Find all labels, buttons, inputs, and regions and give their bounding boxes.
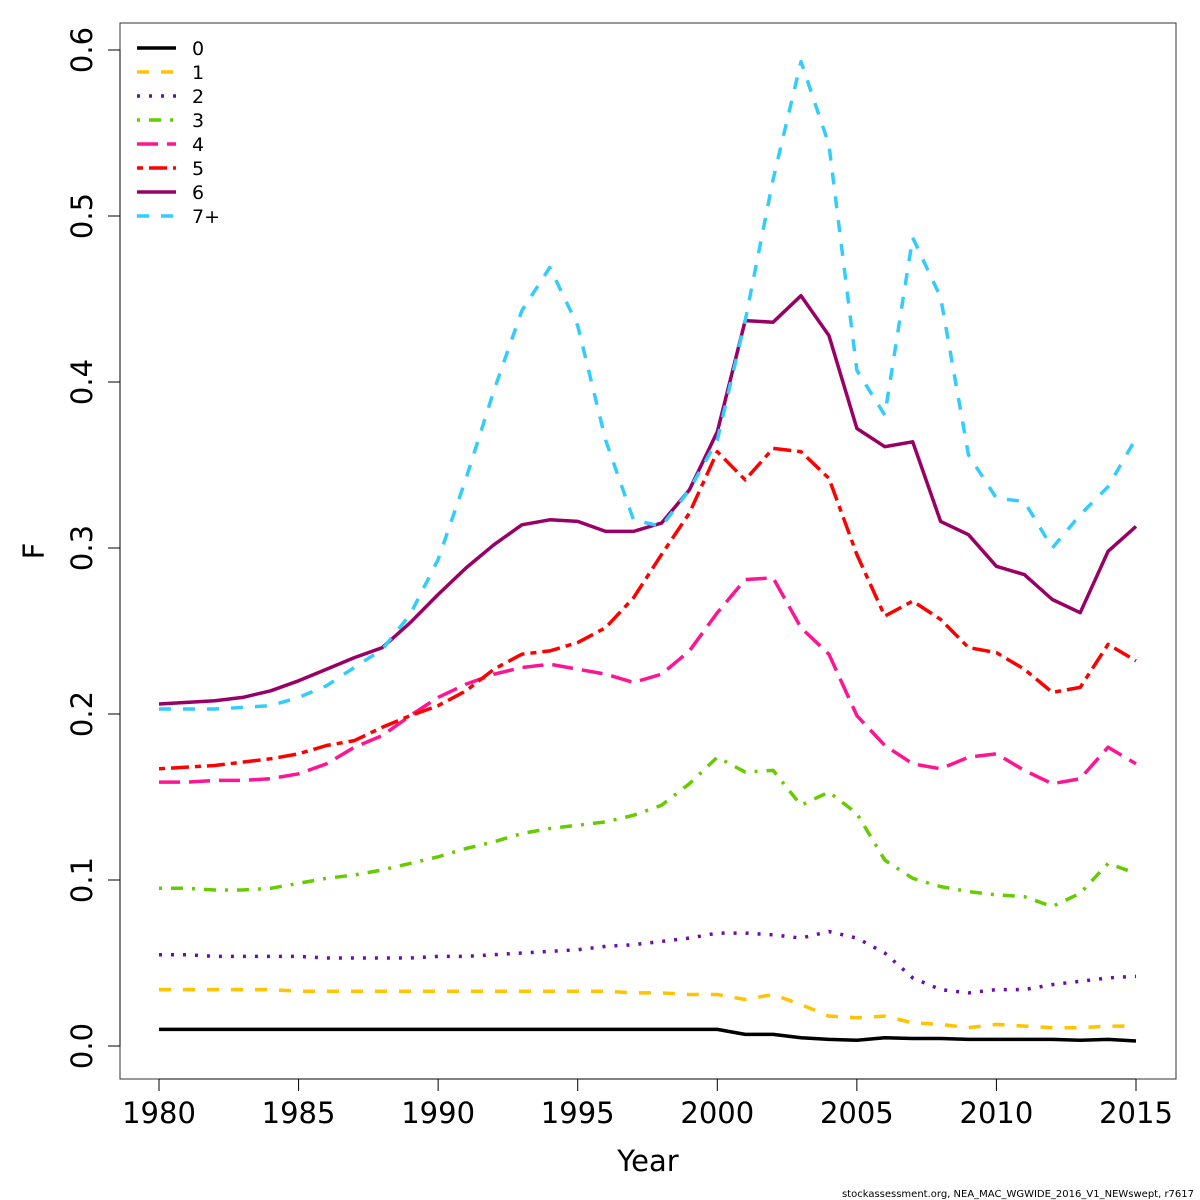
x-tick-label: 2015 bbox=[1099, 1096, 1173, 1130]
series-line-0 bbox=[159, 1027, 1137, 1043]
x-tick-label: 1985 bbox=[262, 1096, 336, 1130]
legend-label: 7+ bbox=[192, 206, 220, 228]
legend-label: 3 bbox=[192, 110, 204, 132]
x-axis-label: Year bbox=[616, 1144, 678, 1178]
legend-label: 2 bbox=[192, 86, 204, 108]
x-axis: 1980 1985 1990 1995 2000 2005 2010 2015 bbox=[122, 1078, 1173, 1130]
legend-label: 6 bbox=[192, 182, 204, 204]
series-line-3 bbox=[159, 755, 1137, 909]
legend-label: 5 bbox=[192, 158, 204, 180]
y-tick-label: 0.2 bbox=[65, 691, 99, 737]
legend-label: 0 bbox=[192, 38, 204, 60]
y-axis: 0.0 0.1 0.2 0.3 0.4 0.5 0.6 bbox=[65, 27, 121, 1069]
x-tick-label: 2005 bbox=[820, 1096, 894, 1130]
series-line-5 bbox=[158, 446, 1137, 771]
x-tick-label: 2000 bbox=[680, 1096, 754, 1130]
footer-credit: stockassessment.org, NEA_MAC_WGWIDE_2016… bbox=[842, 1189, 1194, 1200]
x-tick-label: 2010 bbox=[960, 1096, 1034, 1130]
series-line-4 bbox=[159, 576, 1137, 786]
y-tick-label: 0.3 bbox=[65, 525, 99, 571]
x-tick-label: 1995 bbox=[541, 1096, 615, 1130]
series-line-1 bbox=[159, 987, 1136, 1030]
y-tick-label: 0.0 bbox=[65, 1023, 99, 1069]
legend-label: 4 bbox=[192, 134, 204, 156]
x-tick-label: 1980 bbox=[122, 1096, 196, 1130]
series-line-7plus bbox=[159, 59, 1138, 711]
series-lines bbox=[158, 59, 1138, 1043]
x-tick-label: 1990 bbox=[401, 1096, 475, 1130]
y-tick-label: 0.6 bbox=[65, 27, 99, 73]
series-line-2 bbox=[159, 929, 1137, 995]
plot-frame bbox=[119, 22, 1177, 1080]
y-axis-label: F bbox=[17, 543, 51, 560]
series-line-6 bbox=[158, 293, 1138, 706]
legend-label: 1 bbox=[192, 62, 204, 84]
y-tick-label: 0.4 bbox=[65, 359, 99, 405]
y-tick-label: 0.1 bbox=[65, 857, 99, 903]
y-tick-label: 0.5 bbox=[65, 193, 99, 239]
